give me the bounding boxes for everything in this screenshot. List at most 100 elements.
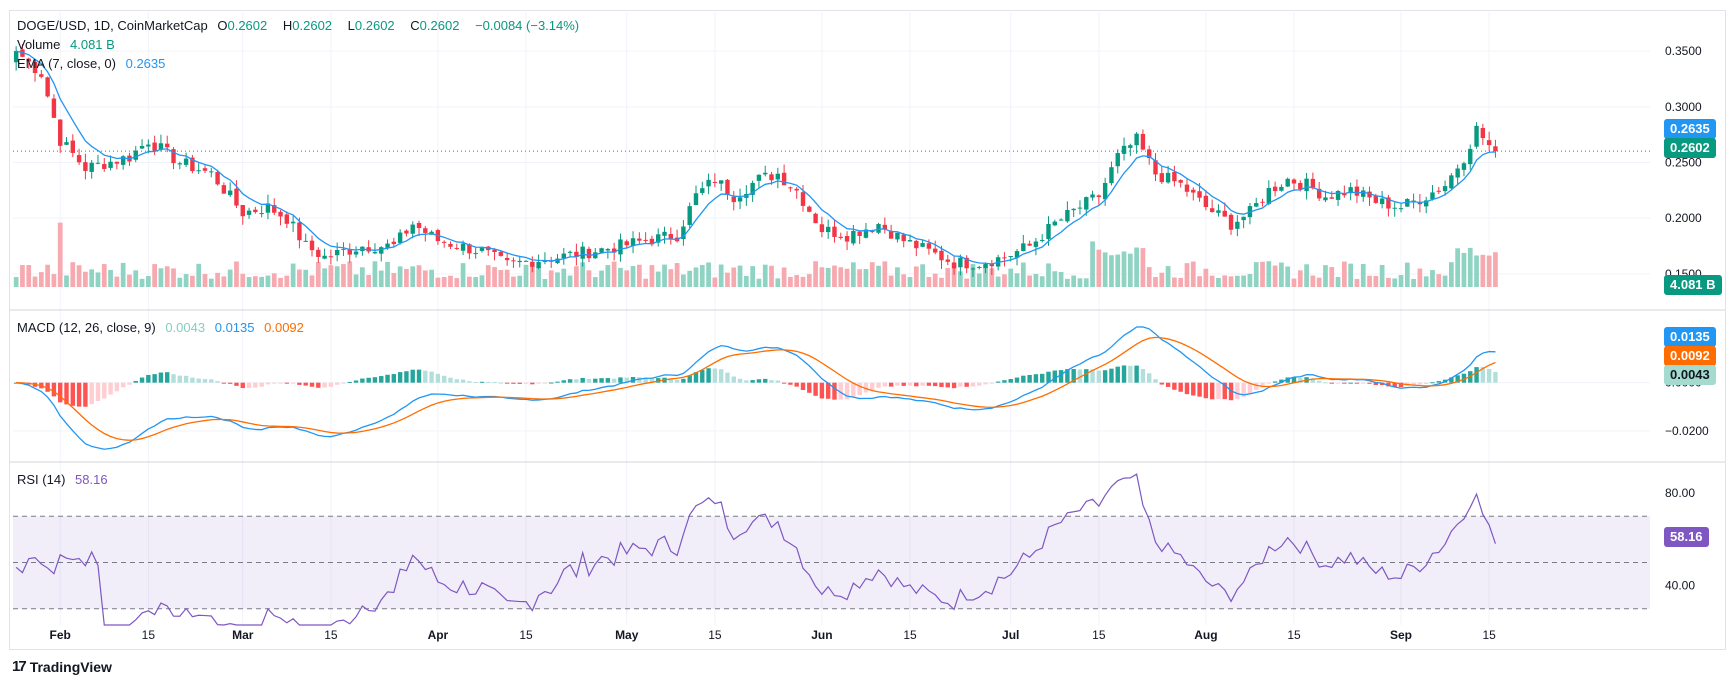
volume-bar xyxy=(278,277,283,287)
macd-histogram-bar xyxy=(882,382,888,387)
candle-body xyxy=(593,252,598,259)
candle-body xyxy=(183,158,189,165)
volume-bar xyxy=(1203,268,1209,287)
macd-histogram-bar xyxy=(1423,382,1429,384)
tradingview-footer[interactable]: 17 TradingView xyxy=(12,658,112,675)
volume-bar xyxy=(1461,252,1467,287)
candle-body xyxy=(498,251,504,256)
volume-bar xyxy=(756,278,762,287)
macd-histogram-bar xyxy=(303,382,308,386)
close-value: C0.2602 xyxy=(410,18,460,33)
candle-body xyxy=(586,248,592,259)
macd-hist-value: 0.0043 xyxy=(165,320,206,335)
macd-histogram-bar xyxy=(1115,366,1120,383)
candle-body xyxy=(1461,163,1467,170)
candle-body xyxy=(1310,178,1316,189)
volume-bar xyxy=(120,262,126,287)
macd-histogram-bar xyxy=(637,377,642,383)
volume-bar xyxy=(378,270,384,287)
macd-histogram-bar xyxy=(1109,368,1114,383)
candle-body xyxy=(32,61,38,73)
macd-signal-line xyxy=(16,336,1496,441)
macd-histogram-bar xyxy=(334,382,340,385)
volume-bar xyxy=(819,267,825,287)
volume-bar xyxy=(548,270,554,287)
time-tick-label: Aug xyxy=(1194,628,1217,642)
candle-body xyxy=(467,244,472,254)
candle-body xyxy=(215,171,220,185)
macd-histogram-bar xyxy=(977,382,982,386)
macd-histogram-bar xyxy=(1134,365,1139,383)
macd-line xyxy=(16,326,1496,450)
macd-histogram-bar xyxy=(1197,382,1202,397)
macd-histogram-bar xyxy=(914,382,919,387)
macd-histogram-bar xyxy=(1209,382,1215,400)
macd-histogram-bar xyxy=(95,382,101,401)
macd-histogram-bar xyxy=(1480,367,1486,383)
volume-bar xyxy=(51,274,57,287)
volume-bar xyxy=(731,267,737,287)
candle-body xyxy=(492,249,497,253)
candle-body xyxy=(656,234,661,243)
candle-body xyxy=(102,163,107,169)
macd-histogram-bar xyxy=(246,382,252,389)
candle-body xyxy=(542,260,548,262)
macd-histogram-bar xyxy=(234,382,239,386)
macd-histogram-bar xyxy=(1436,381,1441,383)
volume-bar xyxy=(208,278,214,287)
macd-histogram-bar xyxy=(45,382,50,392)
volume-bar xyxy=(1404,262,1410,287)
time-tick-label: Sep xyxy=(1390,628,1412,642)
macd-histogram-bar xyxy=(486,381,491,383)
volume-bar xyxy=(750,266,756,287)
macd-histogram-bar xyxy=(888,382,894,387)
macd-histogram-bar xyxy=(1178,382,1183,392)
volume-bar xyxy=(1190,261,1196,287)
volume-bar xyxy=(1285,266,1291,287)
volume-bar xyxy=(743,275,749,287)
candle-body xyxy=(133,150,138,160)
candle-body xyxy=(681,226,686,240)
volume-bar xyxy=(1266,261,1272,287)
candle-body xyxy=(1096,195,1102,198)
macd-histogram-bar xyxy=(1172,382,1177,390)
macd-histogram-bar xyxy=(1002,380,1007,383)
volume-bar xyxy=(643,278,648,287)
volume-bar xyxy=(605,265,611,287)
candle-body xyxy=(246,210,252,215)
macd-histogram-bar xyxy=(945,382,950,388)
macd-histogram-bar xyxy=(1128,365,1133,383)
candle-body xyxy=(39,74,44,77)
macd-histogram-bar xyxy=(177,375,183,383)
candle-body xyxy=(580,246,585,259)
rsi-line xyxy=(15,473,1496,626)
macd-histogram-bar xyxy=(788,382,793,385)
candle-body xyxy=(51,98,57,118)
candle-body xyxy=(404,230,409,234)
volume-bar xyxy=(416,265,422,287)
volume-bar xyxy=(76,265,82,287)
candle-body xyxy=(120,156,126,165)
candle-body xyxy=(1165,172,1171,183)
macd-histogram-bar xyxy=(504,382,510,384)
macd-histogram-bar xyxy=(385,374,390,383)
volume-bar xyxy=(624,270,630,287)
volume-bar xyxy=(303,269,309,287)
volume-bar xyxy=(410,266,416,287)
volume-bar xyxy=(372,261,378,287)
candle-body xyxy=(530,261,535,267)
volume-bar xyxy=(422,270,428,287)
macd-histogram-bar xyxy=(555,381,560,383)
volume-bar xyxy=(1234,275,1240,287)
candle-body xyxy=(1027,243,1032,246)
volume-bar xyxy=(1178,277,1184,287)
time-tick-label: 15 xyxy=(142,628,156,642)
candle-body xyxy=(888,230,894,239)
volume-bar xyxy=(523,264,529,287)
candle-body xyxy=(649,238,655,245)
volume-bar xyxy=(1127,253,1133,287)
open-value: O0.2602 xyxy=(217,18,268,33)
volume-bar xyxy=(202,273,208,287)
volume-bar xyxy=(699,265,705,287)
